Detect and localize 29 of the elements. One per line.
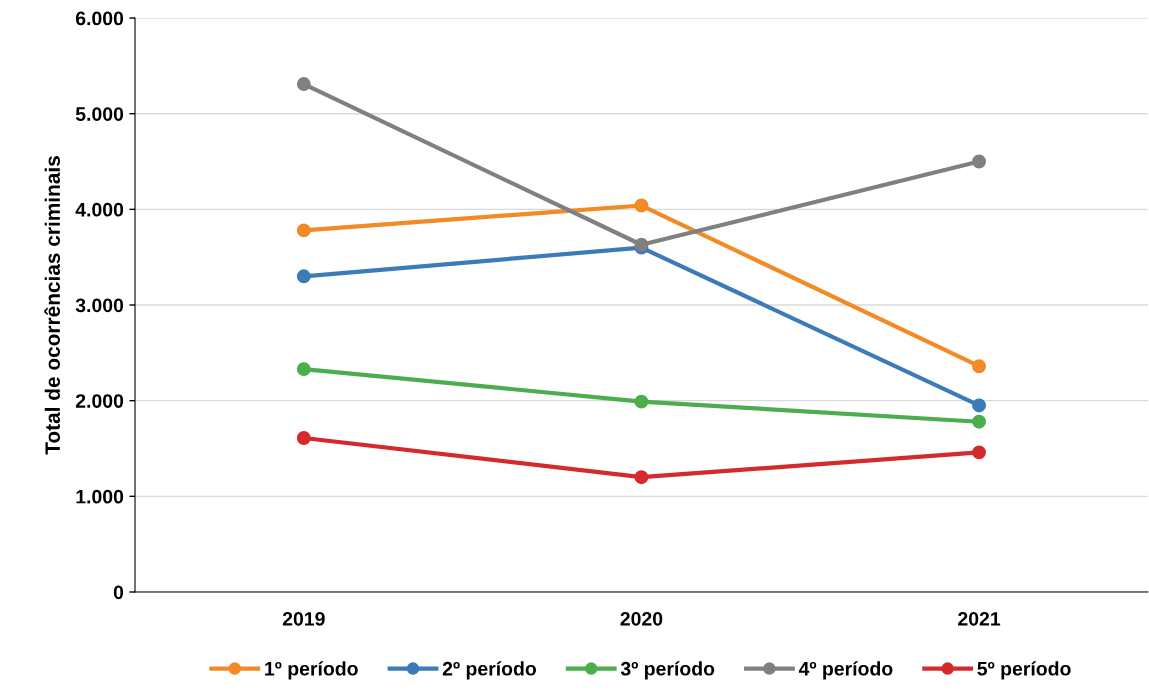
y-tick-label: 4.000	[75, 202, 124, 217]
y-tick-label: 0	[113, 585, 124, 600]
y-tick-label: 3.000	[75, 298, 124, 313]
point	[634, 198, 649, 213]
legend-label: 1º período	[265, 661, 358, 680]
y-tick-label: 2.000	[75, 394, 124, 408]
point	[972, 398, 986, 413]
legend-label: 3º período	[620, 661, 715, 680]
point	[296, 223, 311, 238]
legend-label: 2º período	[442, 661, 537, 680]
point	[296, 269, 311, 284]
legend-label: 4º período	[798, 661, 893, 680]
point	[972, 154, 986, 169]
legend-label: 5º período	[977, 661, 1071, 680]
y-tick-label: 6.000	[75, 11, 124, 26]
point	[634, 394, 649, 409]
x-tick-label: 2020	[620, 611, 663, 626]
point	[972, 445, 986, 460]
point	[296, 431, 311, 445]
y-tick-label: 5.000	[75, 107, 124, 121]
x-tick-label: 2021	[958, 611, 1001, 626]
y-tick-label: 1.000	[76, 489, 124, 504]
point	[972, 414, 986, 429]
point	[296, 362, 311, 377]
point	[634, 470, 649, 485]
x-tick-label: 2019	[282, 611, 325, 626]
point	[972, 359, 986, 374]
point	[296, 77, 311, 91]
y-axis-title: Total de ocorrências criminais	[44, 156, 61, 455]
